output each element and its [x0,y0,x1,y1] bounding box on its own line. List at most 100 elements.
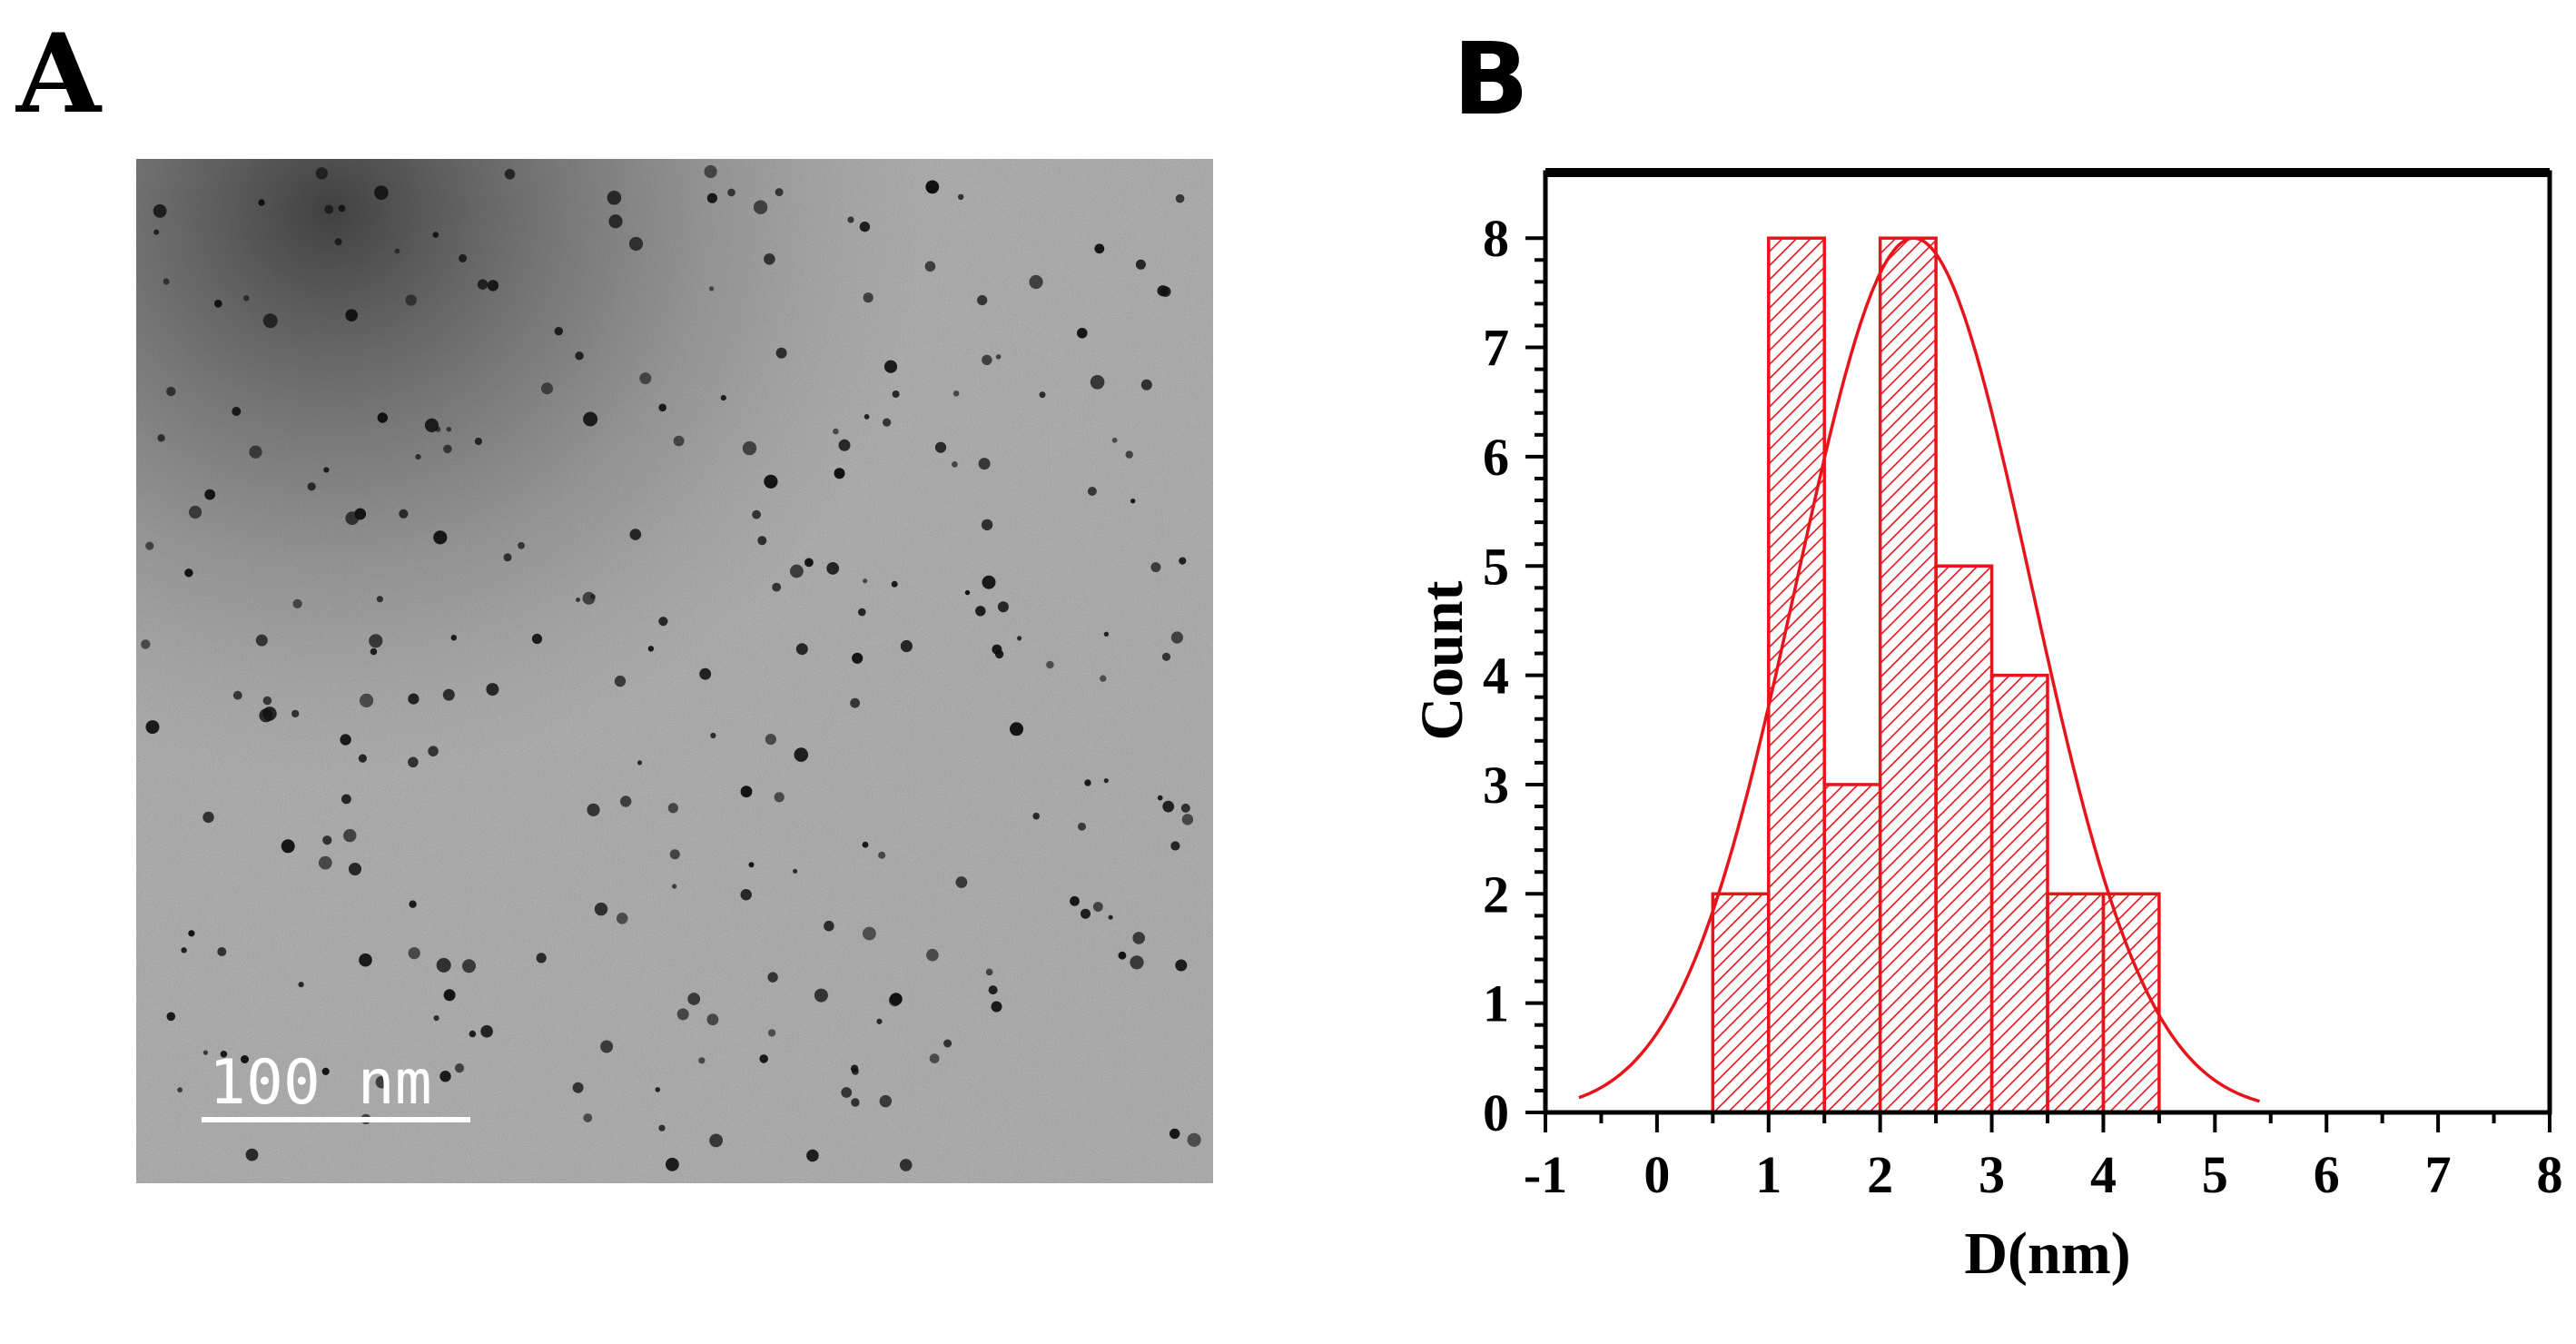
nanoparticle-dot [166,1012,176,1022]
nanoparticle-dot [480,1024,493,1038]
nanoparticle-dot [163,278,170,285]
nanoparticle-dot [704,164,717,179]
nanoparticle-dot [698,1057,706,1064]
nanoparticle-dot [958,193,964,201]
nanoparticle-dot [474,437,482,446]
y-tick-label: 2 [1483,865,1509,924]
nanoparticle-dot [982,575,996,589]
nanoparticle-dot [594,902,608,916]
nanoparticle-dot [358,754,367,763]
nanoparticle-dot [554,327,563,336]
nanoparticle-dot [666,1157,679,1171]
histogram-bar [1711,892,1771,1114]
nanoparticle-dot [375,1075,389,1089]
nanoparticle-dot [806,1149,819,1162]
nanoparticle-dot [876,1018,883,1024]
nanoparticle-dot [442,688,455,701]
nanoparticle-dot [628,236,644,252]
nanoparticle-dot [541,382,553,395]
nanoparticle-dot [232,690,242,700]
nanoparticle-dot [374,185,389,200]
nanoparticle-dot [504,169,516,180]
y-tick-label: 8 [1483,209,1509,268]
nanoparticle-dot [443,444,452,454]
y-axis-label: Count [1409,580,1476,740]
nanoparticle-dot [814,988,828,1003]
nanoparticle-dot [157,434,165,442]
nanoparticle-dot [345,309,358,321]
nanoparticle-dot [518,541,525,549]
nanoparticle-dot [394,248,400,254]
nanoparticle-dot [994,649,1004,659]
nanoparticle-dot [608,214,623,229]
nanoparticle-dot [291,709,300,718]
nanoparticle-dot [462,959,476,973]
nanoparticle-dot [409,900,417,908]
nanoparticle-dot [900,639,913,653]
nanoparticle-dot [1157,285,1169,297]
nanoparticle-dot [141,639,151,649]
nanoparticle-dot [925,180,940,194]
nanoparticle-dot [988,985,998,995]
nanoparticle-dot [883,360,898,373]
nanoparticle-dot [241,1055,249,1063]
nanoparticle-dot [415,454,421,460]
nanoparticle-dot [673,435,685,447]
nanoparticle-dot [955,876,968,888]
nanoparticle-dot [833,428,839,435]
histogram-bar [1878,236,1938,1114]
nanoparticle-dot [359,953,372,967]
nanoparticle-dot [1140,379,1152,390]
nanoparticle-dot [858,608,866,617]
nanoparticle-dot [639,372,652,385]
nanoparticle-dot [469,1030,477,1038]
nanoparticle-dot [1125,450,1133,459]
nanoparticle-dot [1077,328,1088,339]
nanoparticle-dot [862,841,869,848]
nanoparticle-dot [727,188,735,197]
nanoparticle-dot [943,1039,952,1048]
nanoparticle-dot [318,855,332,870]
x-tick-label: 4 [2090,1145,2117,1204]
x-axis-label: D(nm) [1964,1220,2130,1287]
nanoparticle-dot [202,1050,208,1055]
nanoparticle-dot [315,167,328,180]
nanoparticle-dot [759,1054,768,1063]
nanoparticle-dot [307,482,316,491]
nanoparticle-dot [710,732,716,739]
nanoparticle-dot [377,412,388,423]
nanoparticle-dot [1017,636,1022,641]
nanoparticle-dot [699,667,712,680]
histogram-bar [2046,892,2106,1114]
nanoparticle-dot [775,188,784,197]
nanoparticle-dot [1161,652,1171,661]
nanoparticle-dot [995,354,1002,360]
nanoparticle-dot [1187,1132,1201,1147]
nanoparticle-dot [706,193,718,203]
nanoparticle-dot [709,286,715,292]
nanoparticle-dot [1132,932,1145,944]
nanoparticle-dot [629,529,642,540]
nanoparticle-dot [184,568,193,578]
nanoparticle-dot [459,253,468,262]
nanoparticle-dot [804,558,814,568]
nanoparticle-dot [432,232,439,238]
nanoparticle-dot [658,403,666,412]
nanoparticle-dot [1070,895,1080,906]
nanoparticle-dot [1081,908,1091,919]
nanoparticle-dot [891,580,898,588]
nanoparticle-dot [658,1124,666,1132]
y-tick-label: 6 [1483,428,1509,487]
nanoparticle-dot [879,1094,892,1108]
nanoparticle-dot [852,652,864,664]
histogram-bar [2101,892,2161,1114]
nanoparticle-dot [985,968,993,976]
nanoparticle-dot [349,863,361,875]
y-axis-ticks: 0 1 2 3 4 5 6 7 8 [1483,209,1545,1142]
nanoparticle-dot [757,536,767,546]
nanoparticle-dot [145,541,154,550]
nanoparticle-dot [531,633,543,645]
nanoparticle-dot [536,953,547,964]
nanoparticle-dot [1157,795,1163,801]
